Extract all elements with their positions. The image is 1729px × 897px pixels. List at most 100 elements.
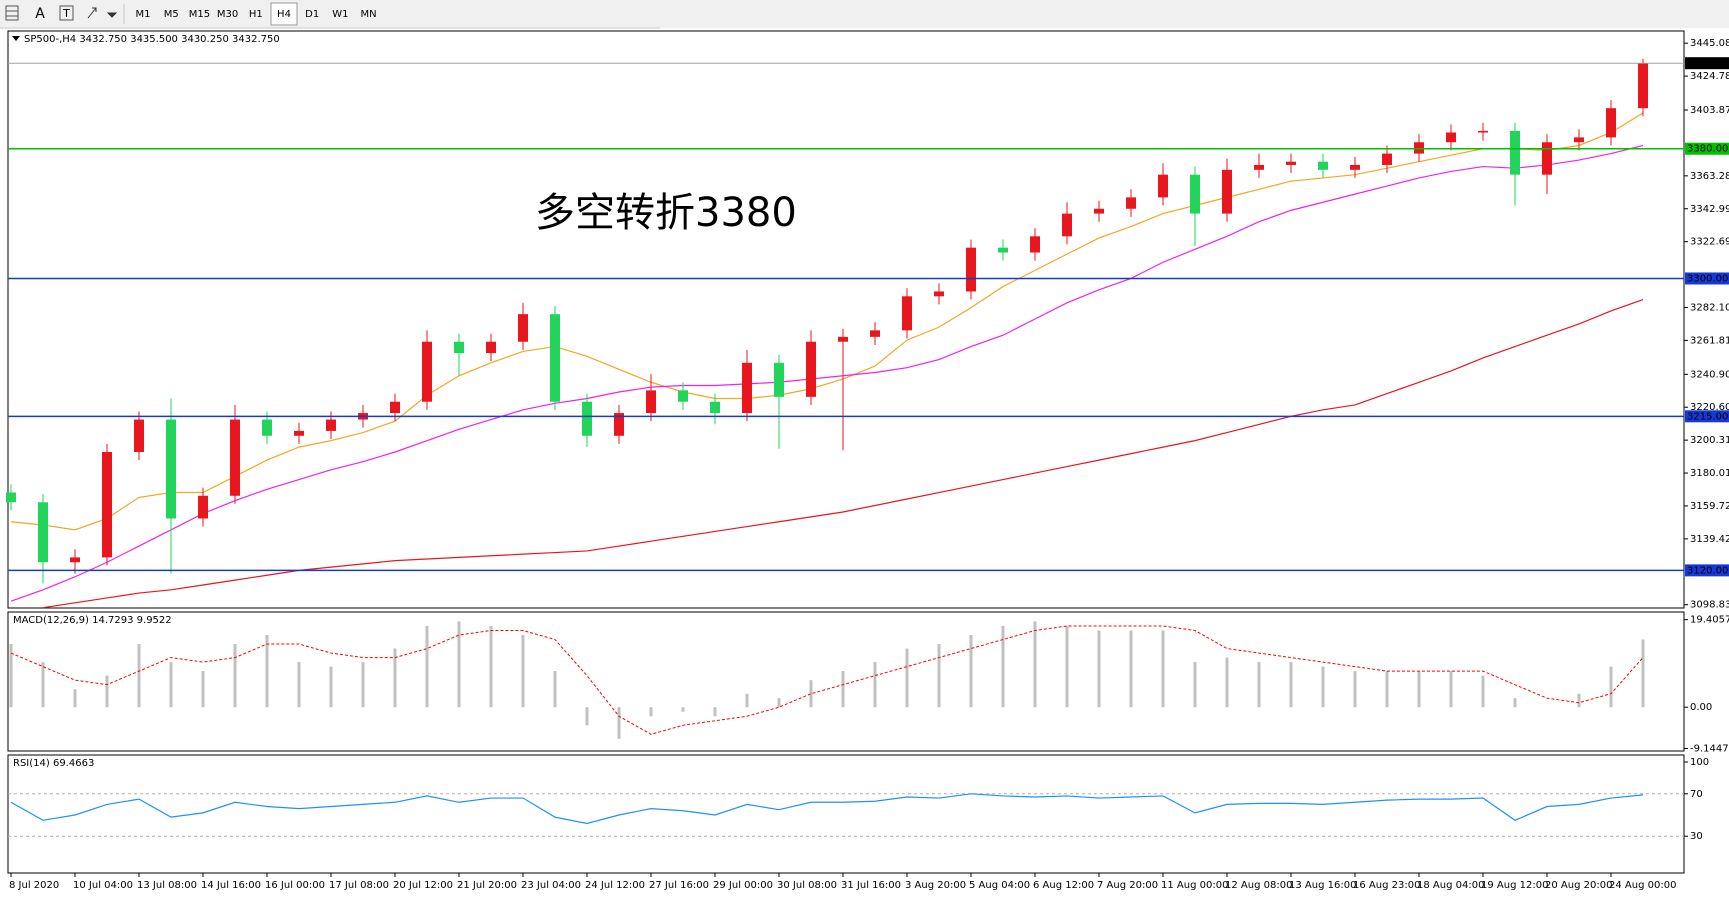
period-button[interactable]: H4 (277, 9, 291, 20)
macd-bar (617, 707, 621, 739)
y-tick-label: 3342.990 (1690, 204, 1729, 215)
macd-bar (1577, 693, 1581, 708)
x-tick-label: 24 Jul 12:00 (585, 880, 645, 891)
macd-panel (7, 611, 1685, 752)
macd-bar (105, 675, 109, 708)
candle-body (742, 362, 752, 414)
price-label: 3432.750 (1687, 58, 1729, 69)
macd-bar (649, 707, 653, 717)
candle-body (1286, 161, 1296, 165)
macd-bar (265, 635, 269, 708)
candle-body (1222, 169, 1232, 214)
x-tick-label: 30 Jul 08:00 (777, 880, 837, 891)
y-tick-label: 3240.900 (1690, 369, 1729, 380)
period-button[interactable]: W1 (332, 9, 348, 20)
period-button[interactable]: M15 (189, 9, 210, 20)
y-tick-label: 3445.080 (1690, 38, 1729, 49)
macd-bar (297, 662, 301, 708)
macd-bar (1001, 625, 1005, 708)
x-tick-label: 18 Aug 04:00 (1417, 880, 1484, 891)
candle-body (166, 419, 176, 519)
x-tick-label: 21 Jul 20:00 (457, 880, 517, 891)
candle-body (1446, 132, 1456, 143)
macd-bar (73, 689, 77, 708)
candle-body (6, 492, 16, 503)
x-tick-label: 3 Aug 20:00 (905, 880, 966, 891)
x-tick-label: 19 Aug 12:00 (1481, 880, 1548, 891)
x-tick-label: 10 Jul 04:00 (73, 880, 133, 891)
svg-text:T: T (62, 7, 70, 20)
period-button[interactable]: M30 (217, 9, 238, 20)
candle-body (646, 390, 656, 414)
y-tick-label: 0.00 (1690, 702, 1712, 713)
candle-body (1606, 108, 1616, 138)
macd-bar (361, 662, 365, 708)
x-tick-label: 7 Aug 20:00 (1097, 880, 1158, 891)
macd-bar (1225, 657, 1229, 708)
macd-title: MACD(12,26,9) 14.7293 9.9522 (13, 615, 172, 626)
macd-bar (201, 671, 205, 708)
macd-bar (1609, 666, 1613, 708)
period-button[interactable]: M1 (136, 9, 151, 20)
y-tick-label: 3261.810 (1690, 335, 1729, 346)
macd-bar (1481, 675, 1485, 708)
candle-body (198, 495, 208, 519)
x-tick-label: 5 Aug 04:00 (969, 880, 1030, 891)
y-tick-label: 3282.105 (1690, 302, 1729, 313)
macd-bar (1161, 630, 1165, 708)
candle-body (678, 390, 688, 402)
label-tool-icon[interactable]: T (59, 5, 74, 21)
panel-menu-arrow[interactable] (12, 36, 20, 41)
y-tick-label: 3424.785 (1690, 71, 1729, 82)
macd-bar (329, 666, 333, 708)
macd-bar (1321, 666, 1325, 708)
y-tick-label: 3098.835 (1690, 600, 1729, 611)
x-tick-label: 23 Jul 04:00 (521, 880, 581, 891)
macd-bar (1417, 671, 1421, 708)
period-button[interactable]: H1 (249, 9, 263, 20)
rsi-line (10, 793, 1644, 825)
price-label-box (1685, 272, 1729, 285)
macd-bar (1353, 671, 1357, 708)
x-tick-label: 12 Aug 08:00 (1225, 880, 1292, 891)
arrows-tool-icon[interactable] (87, 7, 118, 19)
rsi-panel (7, 754, 1685, 874)
text-tool[interactable]: A (35, 6, 45, 22)
macd-bar (1641, 639, 1645, 708)
price-label-box (1685, 410, 1729, 423)
macd-bar (1193, 662, 1197, 708)
candle-body (1158, 174, 1168, 198)
main-panel (7, 30, 1685, 609)
candle-body (774, 362, 784, 397)
macd-signal (10, 625, 1644, 735)
x-tick-label: 16 Jul 00:00 (265, 880, 325, 891)
y-tick-label: 3159.720 (1690, 501, 1729, 512)
x-tick-label: 6 Aug 12:00 (1033, 880, 1094, 891)
candle-body (582, 401, 592, 436)
x-tick-label: 20 Jul 12:00 (393, 880, 453, 891)
period-button[interactable]: D1 (305, 9, 319, 20)
candle-body (1414, 142, 1424, 154)
macd-bar (969, 635, 973, 708)
candle-body (870, 330, 880, 337)
macd-bar (681, 707, 685, 712)
candle-body (38, 502, 48, 563)
candle-body (134, 419, 144, 452)
candle-body (1030, 236, 1040, 253)
y-tick-label: 3403.875 (1690, 105, 1729, 116)
candle-body (262, 419, 272, 436)
period-button[interactable]: MN (361, 9, 377, 20)
y-tick-label: -9.1447 (1690, 743, 1729, 754)
macd-bar (1449, 671, 1453, 708)
macd-bar (1385, 671, 1389, 708)
y-tick-label: 70 (1690, 789, 1703, 800)
period-button[interactable]: M5 (164, 9, 179, 20)
price-label: 3380.000 (1687, 144, 1729, 155)
candle-body (422, 341, 432, 402)
candle-body (614, 413, 624, 436)
y-tick-label: 3322.695 (1690, 237, 1729, 248)
macd-bar (777, 698, 781, 708)
candle-body (326, 419, 336, 431)
grid-tool-icon[interactable] (5, 5, 19, 21)
